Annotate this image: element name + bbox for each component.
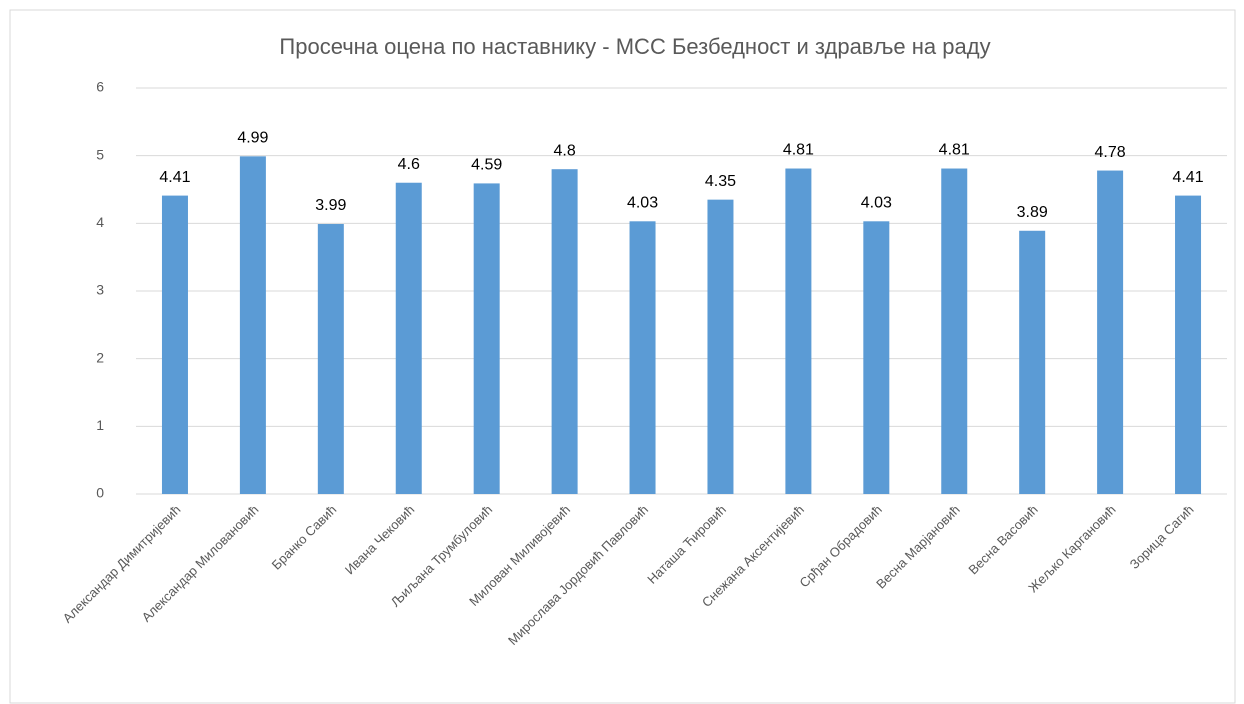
data-label: 4.81 xyxy=(939,142,970,159)
y-tick-label: 0 xyxy=(96,485,104,501)
data-label: 4.8 xyxy=(553,142,575,159)
data-label: 3.89 xyxy=(1017,204,1048,221)
bar xyxy=(785,168,812,495)
data-label: 4.99 xyxy=(237,130,268,147)
chart-title: Просечна оцена по наставнику - МСС Безбе… xyxy=(279,34,990,59)
bar xyxy=(1097,170,1124,494)
bar xyxy=(1175,195,1202,494)
data-label: 4.6 xyxy=(398,156,420,173)
data-label: 4.03 xyxy=(627,195,658,212)
bar xyxy=(317,224,344,494)
bar xyxy=(551,169,578,494)
data-label: 4.03 xyxy=(861,195,892,212)
bar xyxy=(863,221,890,494)
data-label: 4.81 xyxy=(783,142,814,159)
bar xyxy=(473,183,500,494)
y-tick-label: 4 xyxy=(96,214,104,230)
y-tick-label: 1 xyxy=(96,417,104,433)
bar xyxy=(395,182,422,494)
y-tick-label: 3 xyxy=(96,282,104,298)
data-label: 4.78 xyxy=(1095,144,1126,161)
data-label: 4.35 xyxy=(705,173,736,190)
y-tick-label: 5 xyxy=(96,146,104,162)
data-label: 4.59 xyxy=(471,157,502,174)
y-tick-label: 6 xyxy=(96,79,104,95)
bar xyxy=(707,199,734,494)
bar xyxy=(941,168,968,495)
chart-border xyxy=(9,9,1236,704)
bar xyxy=(1019,230,1046,494)
data-label: 4.41 xyxy=(159,169,190,186)
bar xyxy=(161,195,188,494)
y-tick-label: 2 xyxy=(96,349,104,365)
data-label: 4.41 xyxy=(1172,169,1203,186)
bar xyxy=(239,156,266,495)
bar xyxy=(629,221,656,494)
data-label: 3.99 xyxy=(315,197,346,214)
